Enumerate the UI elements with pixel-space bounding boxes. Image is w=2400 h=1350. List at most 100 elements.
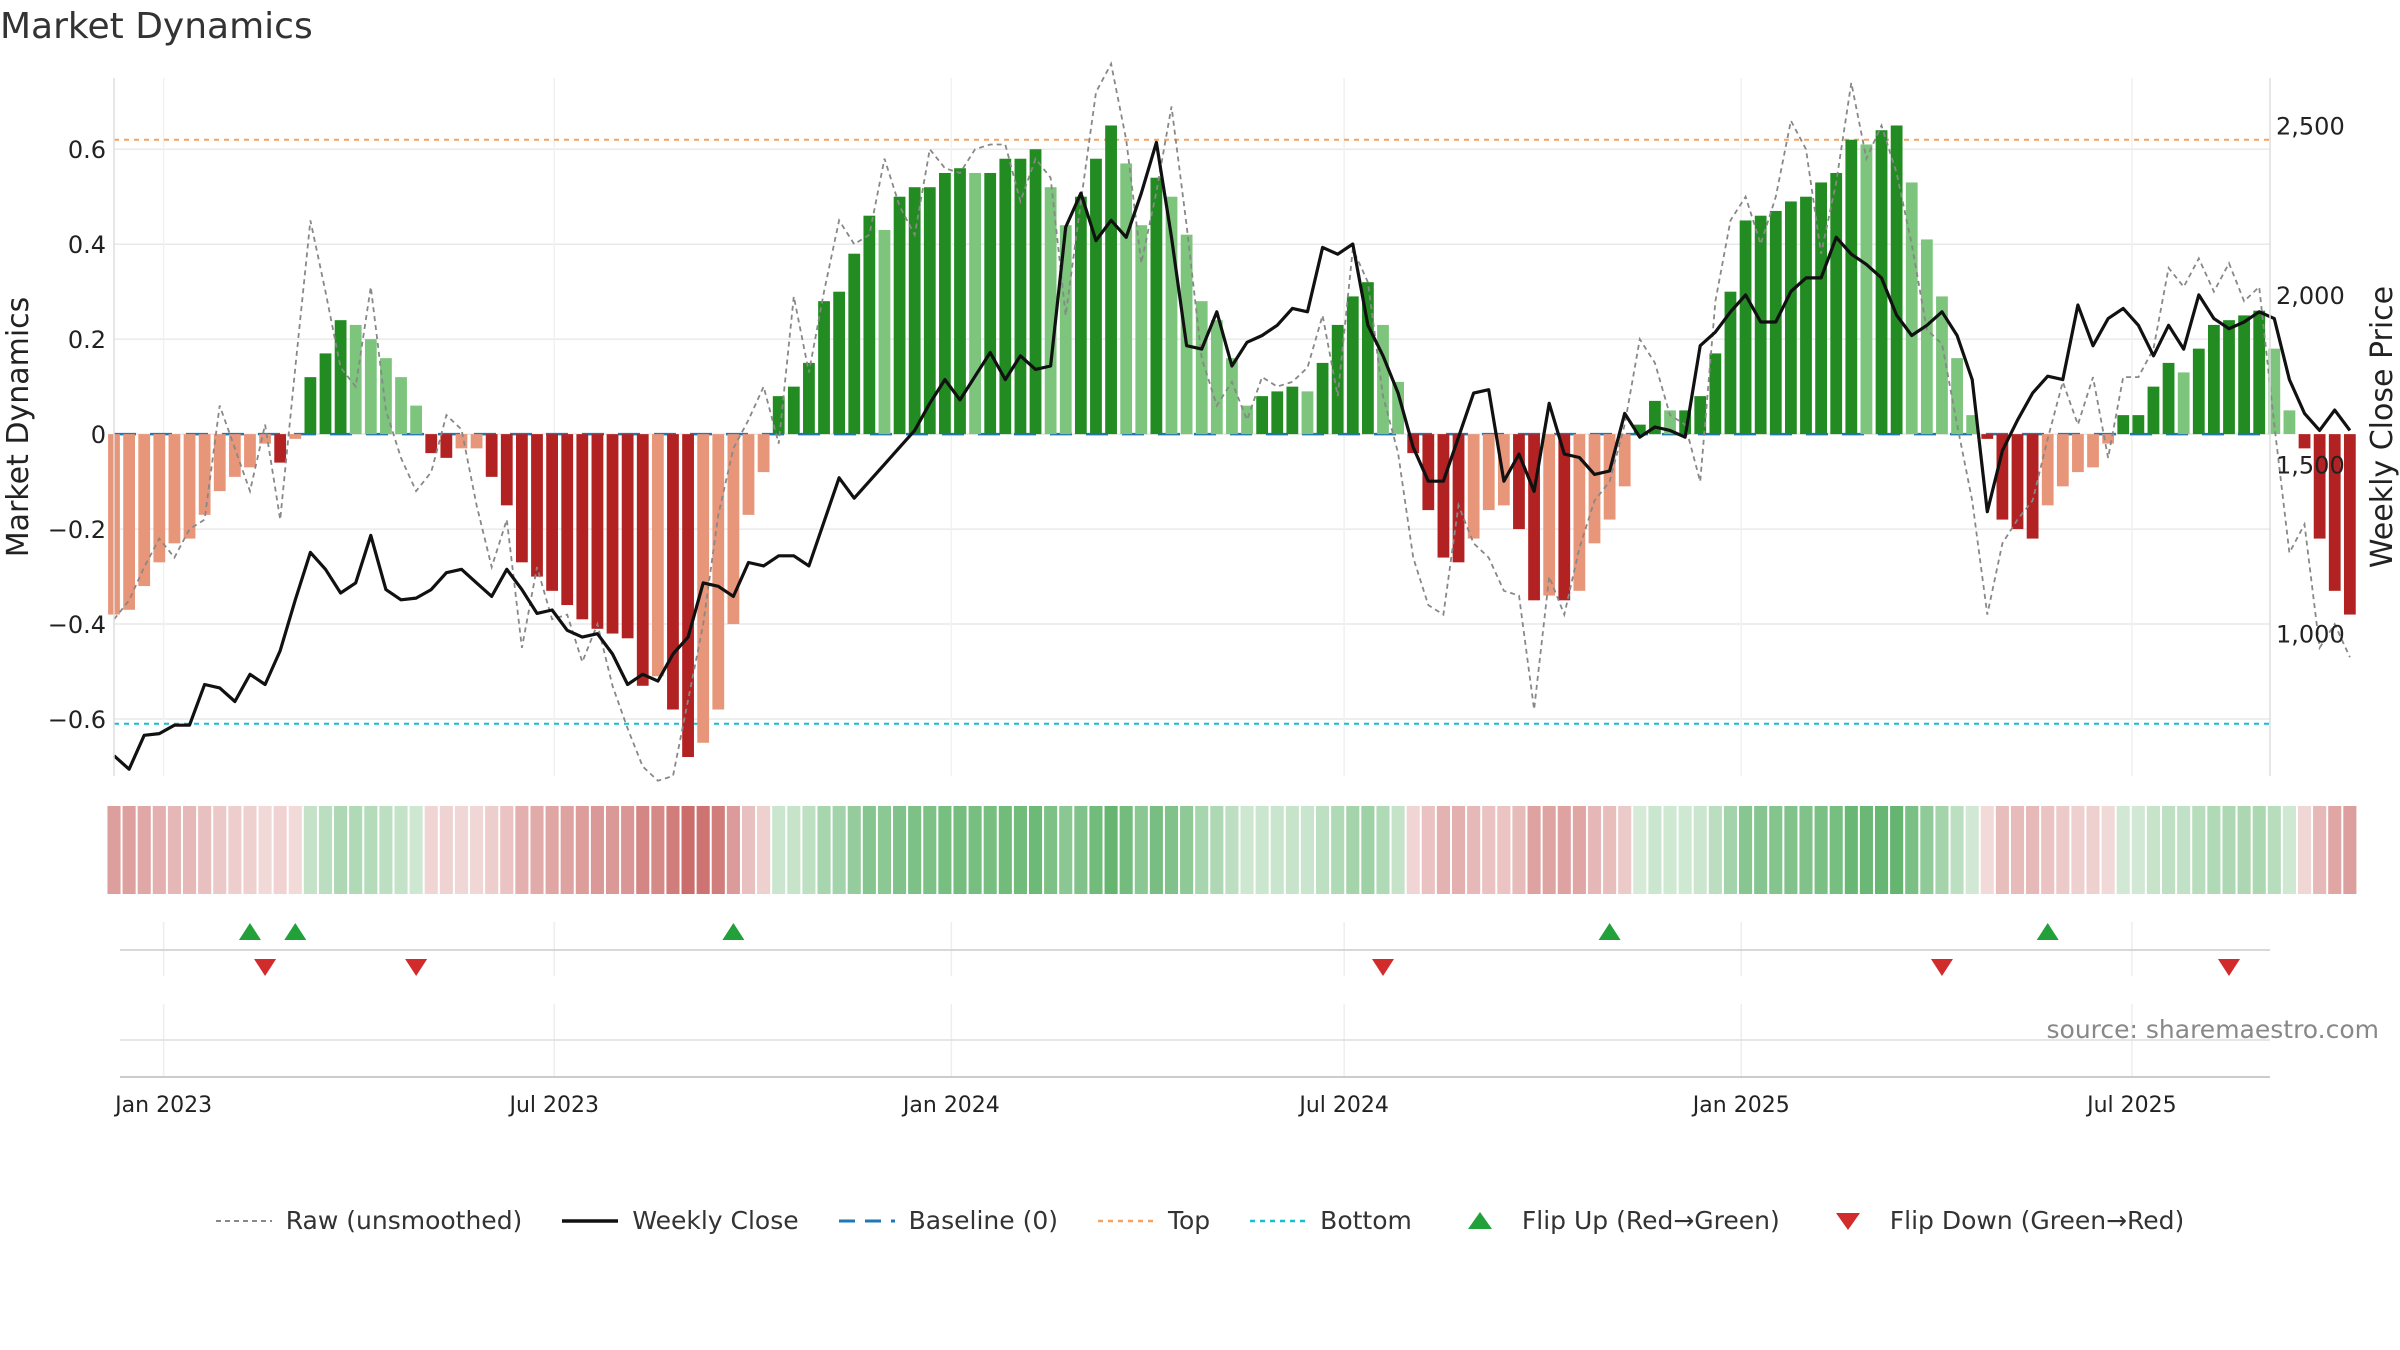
bar: [1633, 424, 1646, 435]
y-tick-label: 0.2: [68, 326, 106, 354]
strip-cell: [1739, 806, 1753, 894]
x-axis: Jan 2023 Jul 2023 Jan 2024 Jul 2024 Jan 2025…: [113, 1004, 2270, 1118]
strip-cell: [2131, 806, 2145, 894]
bar: [168, 434, 181, 544]
bar: [938, 172, 951, 435]
weekly-close-line: [112, 140, 2352, 771]
y-right-tick-label: 2,500: [2276, 112, 2345, 140]
strip-cell: [2192, 806, 2206, 894]
bar: [1800, 196, 1812, 435]
strip-cell: [1723, 806, 1738, 894]
strip-cell: [258, 806, 272, 894]
bar: [319, 353, 332, 435]
bar: [1830, 172, 1843, 435]
strip-cell: [1195, 806, 1209, 894]
strip-cell: [1164, 806, 1179, 894]
bar: [1649, 400, 1661, 435]
bar: [2207, 324, 2220, 435]
strip-cell: [1784, 806, 1798, 894]
strip-cell: [424, 806, 438, 894]
bar: [1845, 139, 1858, 435]
y-right-axis-title: Weekly Close Price: [2365, 286, 2400, 568]
bar: [425, 434, 438, 454]
strip-cell: [560, 806, 574, 894]
strip-cell: [2101, 806, 2115, 894]
bar: [485, 434, 498, 477]
bar: [1467, 434, 1480, 539]
strip-cell: [1210, 806, 1224, 894]
legend-item-raw: Raw (unsmoothed): [215, 1206, 522, 1235]
bar: [772, 396, 785, 435]
strip-cell: [364, 806, 378, 894]
bar: [999, 158, 1012, 435]
strip-cell: [1527, 806, 1541, 894]
x-tick-label: Jan 2024: [901, 1093, 1000, 1118]
bar: [2056, 434, 2069, 487]
y-right-tick-label: 1,500: [2276, 451, 2345, 479]
bar: [1739, 220, 1752, 435]
strip-cell: [2116, 806, 2130, 894]
strip-cell: [1497, 806, 1511, 894]
strip-cell: [772, 806, 786, 894]
strip-cell: [2026, 806, 2040, 894]
bar: [712, 434, 725, 710]
bar: [440, 434, 453, 458]
strip-cell: [2146, 806, 2161, 894]
strip-cell: [1920, 806, 1934, 894]
bar: [2147, 386, 2160, 435]
strip-cell: [515, 806, 529, 894]
y-right-tick-label: 2,000: [2276, 282, 2345, 310]
bar: [2132, 415, 2145, 435]
strip-cell: [1346, 806, 1360, 894]
bar: [2343, 434, 2356, 615]
x-tick-label: Jul 2024: [1297, 1093, 1389, 1118]
bar: [1920, 239, 1933, 435]
strip-cell: [1406, 806, 1420, 894]
bar: [1014, 158, 1027, 435]
strip-cell: [1935, 806, 1949, 894]
strip-cell: [1995, 806, 2009, 894]
strip-cell: [787, 806, 801, 894]
strip-cell: [1618, 806, 1632, 894]
strip-cell: [741, 806, 756, 894]
strip-cell: [666, 806, 680, 894]
bar: [863, 215, 876, 435]
strip-cell: [1436, 806, 1450, 894]
bar: [591, 434, 604, 629]
bar: [395, 377, 407, 435]
bar: [2238, 315, 2250, 435]
strip-cell: [802, 806, 816, 894]
strip-cell: [1890, 806, 1904, 894]
strip-cell: [500, 806, 514, 894]
flip-up-marker: [1598, 923, 1621, 940]
bar: [1996, 434, 2009, 520]
bar: [1543, 434, 1556, 596]
bar: [1724, 291, 1737, 435]
strip-cell: [2086, 806, 2100, 894]
bar: [848, 253, 861, 435]
strip-cell: [983, 806, 997, 894]
strip-cell: [893, 806, 907, 894]
strip-cell: [2252, 806, 2266, 894]
strip-cell: [832, 806, 846, 894]
bar: [1966, 415, 1979, 435]
strip-cell: [167, 806, 181, 894]
strip-cell: [1225, 806, 1239, 894]
bar: [742, 434, 755, 515]
legend: Raw (unsmoothed) Weekly Close Baseline (0)…: [0, 1206, 2400, 1235]
bar: [727, 434, 740, 625]
bar: [546, 434, 558, 591]
bar: [2087, 434, 2099, 468]
strip-cell: [2282, 806, 2296, 894]
bar: [183, 434, 196, 539]
strip-cell: [621, 806, 635, 894]
y-axis-title: Market Dynamics: [1, 297, 36, 558]
strip-cell: [923, 806, 937, 894]
bar: [259, 434, 271, 444]
strip-cell: [1376, 806, 1390, 894]
strip-cell: [1149, 806, 1163, 894]
bar: [2283, 410, 2296, 435]
legend-item-baseline: Baseline (0): [838, 1206, 1058, 1235]
bar: [1664, 410, 1676, 435]
y-tick-label: −0.6: [48, 706, 106, 734]
